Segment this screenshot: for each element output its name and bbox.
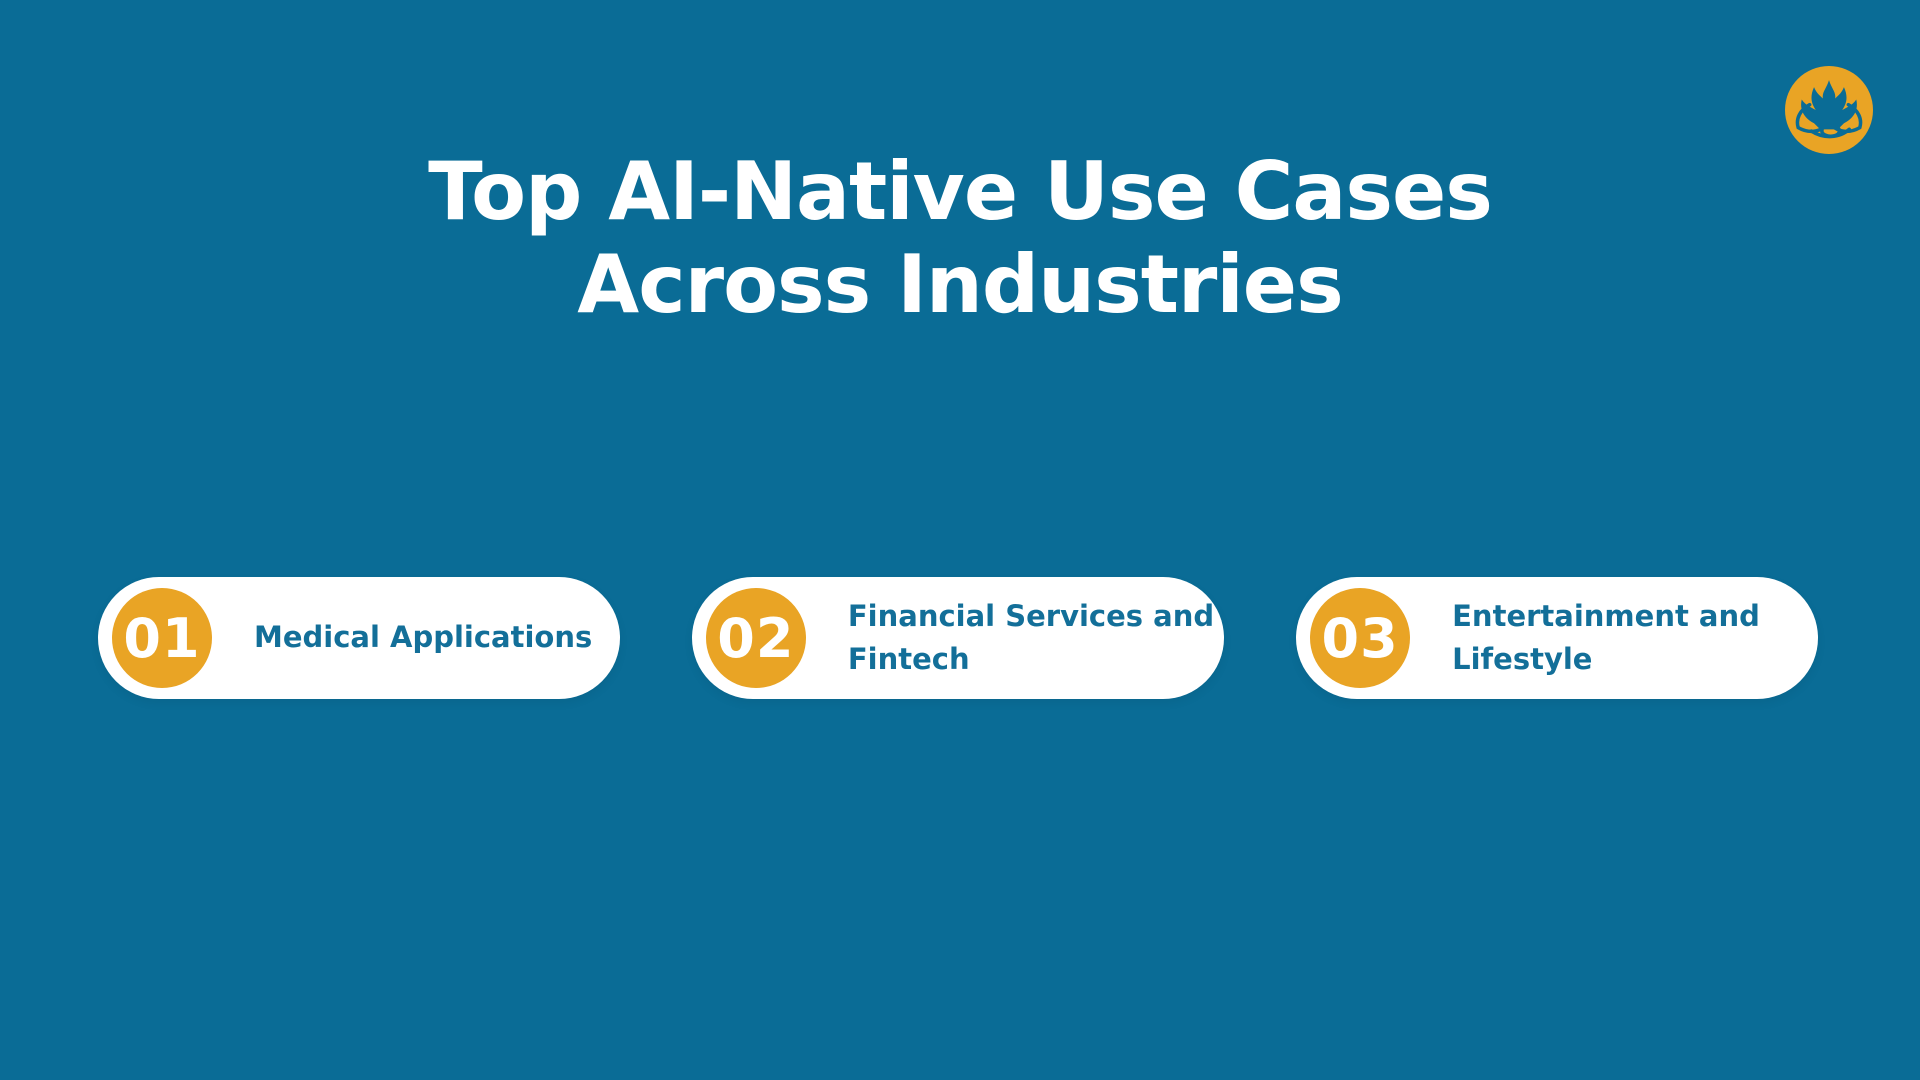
- card-number-badge: 02: [705, 588, 806, 688]
- page-title: Top AI-Native Use Cases Across Industrie…: [0, 145, 1920, 332]
- card-entertainment-lifestyle: 03 Entertainment and Lifestyle: [1296, 577, 1818, 699]
- card-financial-services-fintech: 02 Financial Services and Fintech: [691, 577, 1225, 699]
- page-title-line2: Across Industries: [577, 237, 1343, 331]
- card-number: 02: [717, 606, 795, 670]
- use-case-cards-row: 01 Medical Applications 02 Financial Ser…: [98, 577, 1818, 699]
- card-label: Entertainment and Lifestyle: [1452, 598, 1760, 677]
- page-title-line1: Top AI-Native Use Cases: [428, 145, 1493, 238]
- card-number: 03: [1321, 606, 1399, 670]
- card-number: 01: [123, 606, 201, 670]
- card-number-badge: 03: [1310, 588, 1411, 688]
- card-label: Financial Services and Fintech: [847, 598, 1215, 677]
- card-medical-applications: 01 Medical Applications: [98, 577, 620, 699]
- card-label: Medical Applications: [254, 620, 593, 655]
- lotus-logo: [1785, 66, 1873, 154]
- lotus-icon: [1785, 66, 1873, 158]
- card-number-badge: 01: [112, 588, 212, 688]
